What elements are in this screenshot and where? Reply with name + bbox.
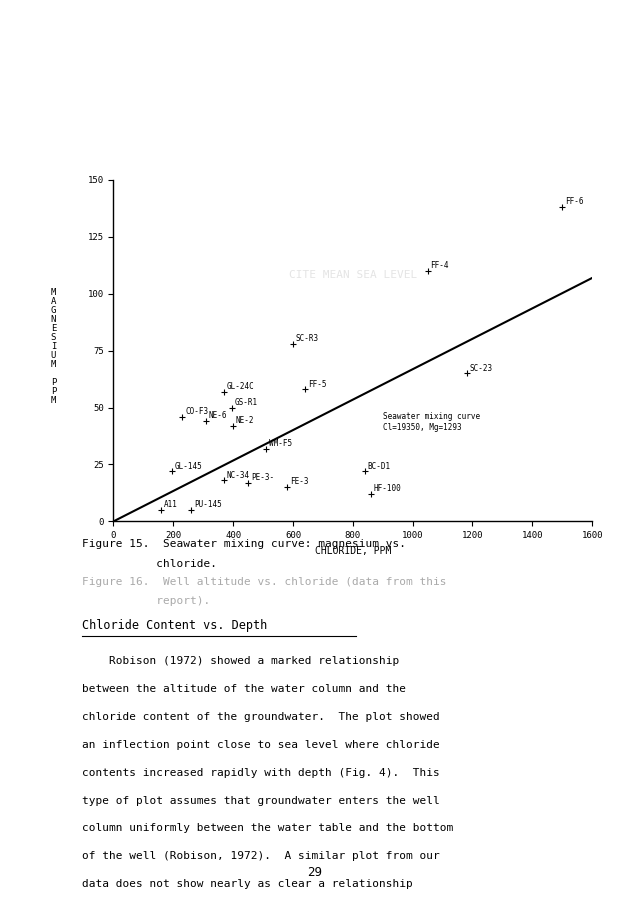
Text: Seawater mixing curve
Cl=19350, Mg=1293: Seawater mixing curve Cl=19350, Mg=1293: [382, 412, 480, 432]
Text: M
A
G
N
E
S
I
U
M
 
P
P
M: M A G N E S I U M P P M: [51, 288, 56, 405]
Text: of the well (Robison, 1972).  A similar plot from our: of the well (Robison, 1972). A similar p…: [82, 851, 440, 861]
Text: data does not show nearly as clear a relationship: data does not show nearly as clear a rel…: [82, 879, 413, 889]
Text: PU-145: PU-145: [194, 500, 222, 509]
Text: Chloride Content vs. Depth: Chloride Content vs. Depth: [82, 619, 267, 631]
Text: column uniformly between the water table and the bottom: column uniformly between the water table…: [82, 823, 453, 833]
Text: NE-6: NE-6: [209, 412, 227, 421]
Text: Figure 16.  Well altitude vs. chloride (data from this: Figure 16. Well altitude vs. chloride (d…: [82, 577, 447, 587]
Text: chloride.: chloride.: [82, 559, 217, 569]
Text: FE-3: FE-3: [290, 477, 308, 486]
Text: 29: 29: [307, 867, 323, 879]
Text: chloride content of the groundwater.  The plot showed: chloride content of the groundwater. The…: [82, 712, 440, 722]
Text: CO-F3: CO-F3: [185, 407, 208, 416]
X-axis label: CHLORIDE, PPM: CHLORIDE, PPM: [314, 546, 391, 556]
Text: GL-145: GL-145: [175, 461, 202, 470]
Text: PE-3-: PE-3-: [251, 473, 274, 482]
Text: an inflection point close to sea level where chloride: an inflection point close to sea level w…: [82, 740, 440, 750]
Text: BC-D1: BC-D1: [367, 461, 391, 470]
Text: HF-100: HF-100: [374, 485, 401, 494]
Text: NE-2: NE-2: [236, 416, 255, 425]
Text: contents increased rapidly with depth (Fig. 4).  This: contents increased rapidly with depth (F…: [82, 768, 440, 778]
Text: Robison (1972) showed a marked relationship: Robison (1972) showed a marked relations…: [82, 656, 399, 666]
Text: SC-R3: SC-R3: [295, 334, 319, 343]
Text: GS-R1: GS-R1: [234, 397, 258, 406]
Text: report).: report).: [82, 596, 210, 606]
Text: FF-5: FF-5: [307, 379, 326, 388]
Text: CITE MEAN SEA LEVEL: CITE MEAN SEA LEVEL: [289, 271, 417, 280]
Text: between the altitude of the water column and the: between the altitude of the water column…: [82, 684, 406, 694]
Text: Figure 15.  Seawater mixing curve: magnesium vs.: Figure 15. Seawater mixing curve: magnes…: [82, 539, 406, 549]
Text: NC-34: NC-34: [227, 471, 250, 480]
Text: type of plot assumes that groundwater enters the well: type of plot assumes that groundwater en…: [82, 796, 440, 806]
Text: A11: A11: [164, 500, 178, 509]
Text: FF-6: FF-6: [565, 198, 583, 207]
Text: SC-23: SC-23: [469, 363, 493, 372]
Text: WM-F5: WM-F5: [269, 439, 292, 448]
Text: GL-24C: GL-24C: [227, 382, 255, 391]
Text: FF-4: FF-4: [430, 261, 449, 270]
